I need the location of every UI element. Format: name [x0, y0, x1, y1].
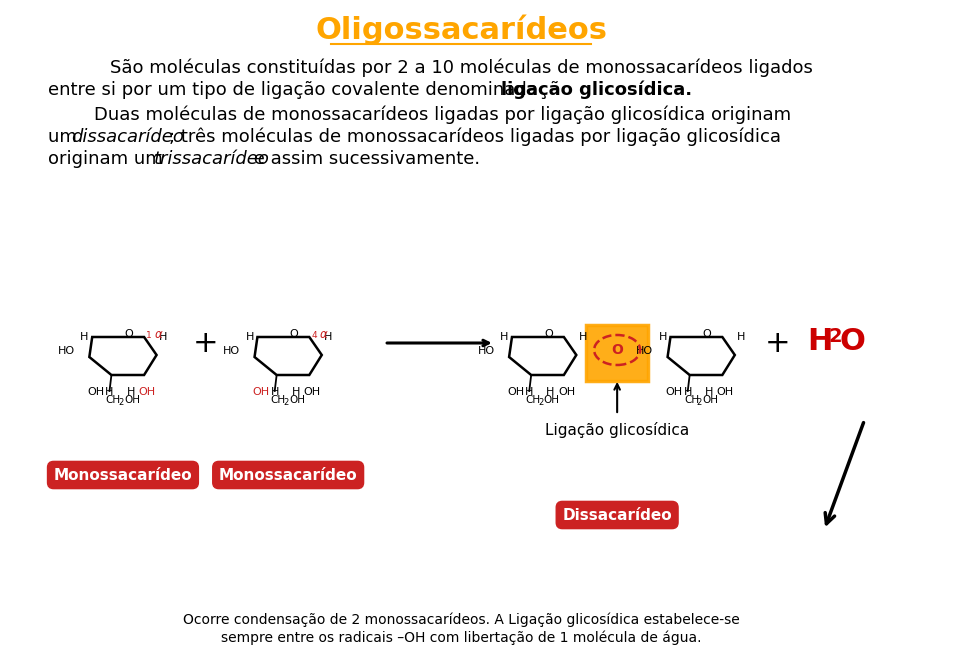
Text: +: +	[765, 329, 791, 358]
Text: e assim sucessivamente.: e assim sucessivamente.	[248, 150, 480, 168]
Text: Oligossacarídeos: Oligossacarídeos	[315, 15, 607, 45]
Text: dissacarídeo: dissacarídeo	[71, 128, 184, 146]
Text: H: H	[246, 332, 254, 342]
Text: Ligação glicosídica: Ligação glicosídica	[545, 422, 689, 438]
Text: originam um: originam um	[48, 150, 169, 168]
Text: H: H	[737, 332, 746, 342]
Text: OH: OH	[665, 387, 683, 397]
Text: Monossacarídeo: Monossacarídeo	[219, 468, 357, 483]
Text: OH: OH	[543, 395, 560, 405]
Text: +: +	[193, 329, 218, 358]
Text: OH: OH	[87, 387, 105, 397]
Text: α: α	[320, 329, 327, 341]
Text: H: H	[81, 332, 88, 342]
Text: H: H	[705, 387, 713, 397]
Text: α: α	[155, 329, 162, 341]
Text: entre si por um tipo de ligação covalente denominada: entre si por um tipo de ligação covalent…	[48, 81, 543, 99]
Text: H: H	[659, 332, 667, 342]
Text: H: H	[525, 387, 534, 397]
Text: Duas moléculas de monossacarídeos ligadas por ligação glicosídica originam: Duas moléculas de monossacarídeos ligada…	[48, 105, 791, 124]
Text: Dissacarídeo: Dissacarídeo	[563, 508, 672, 523]
Text: H: H	[292, 387, 300, 397]
Text: 2: 2	[696, 398, 702, 407]
Text: 1: 1	[146, 331, 152, 339]
Text: HO: HO	[223, 346, 240, 356]
Text: Monossacarídeo: Monossacarídeo	[54, 468, 192, 483]
Text: O: O	[703, 329, 711, 339]
Text: H: H	[159, 332, 167, 342]
Text: O: O	[839, 326, 865, 356]
Text: O: O	[544, 329, 553, 339]
FancyBboxPatch shape	[587, 325, 648, 381]
Text: CH: CH	[271, 395, 286, 405]
Text: H: H	[684, 387, 692, 397]
Text: H: H	[806, 326, 832, 356]
Text: HO: HO	[636, 346, 653, 356]
Text: O: O	[612, 343, 623, 357]
Text: 2: 2	[118, 398, 124, 407]
Text: O: O	[125, 329, 133, 339]
Text: H: H	[579, 332, 588, 342]
Text: CH: CH	[684, 395, 699, 405]
Text: ; três moléculas de monossacarídeos ligadas por ligação glicosídica: ; três moléculas de monossacarídeos liga…	[169, 128, 781, 146]
Text: sempre entre os radicais –OH com libertação de 1 molécula de água.: sempre entre os radicais –OH com liberta…	[221, 631, 702, 645]
Text: trissacarídeo: trissacarídeo	[154, 150, 270, 168]
Text: OH: OH	[507, 387, 524, 397]
Text: 2: 2	[538, 398, 543, 407]
Text: OH: OH	[289, 395, 305, 405]
Text: 2: 2	[828, 326, 843, 345]
Text: H: H	[106, 387, 113, 397]
Text: 2: 2	[283, 398, 289, 407]
Text: OH: OH	[124, 395, 140, 405]
Text: H: H	[546, 387, 555, 397]
Text: H: H	[324, 332, 333, 342]
Text: OH: OH	[252, 387, 270, 397]
Text: O: O	[290, 329, 299, 339]
Text: OH: OH	[558, 387, 575, 397]
Text: HO: HO	[477, 346, 494, 356]
Text: H: H	[127, 387, 134, 397]
Text: um: um	[48, 128, 83, 146]
Text: Ocorre condensação de 2 monossacarídeos. A Ligação glicosídica estabelece-se: Ocorre condensação de 2 monossacarídeos.…	[182, 612, 739, 627]
Text: H: H	[271, 387, 279, 397]
Text: OH: OH	[303, 387, 321, 397]
Text: São moléculas constituídas por 2 a 10 moléculas de monossacarídeos ligados: São moléculas constituídas por 2 a 10 mo…	[109, 59, 812, 77]
Text: OH: OH	[717, 387, 733, 397]
Text: OH: OH	[138, 387, 156, 397]
Text: CH: CH	[106, 395, 121, 405]
Text: ligação glicosídica.: ligação glicosídica.	[501, 81, 692, 100]
Text: OH: OH	[702, 395, 718, 405]
Text: 4: 4	[311, 331, 317, 339]
Text: CH: CH	[525, 395, 540, 405]
Text: H: H	[500, 332, 509, 342]
Text: HO: HO	[58, 346, 75, 356]
